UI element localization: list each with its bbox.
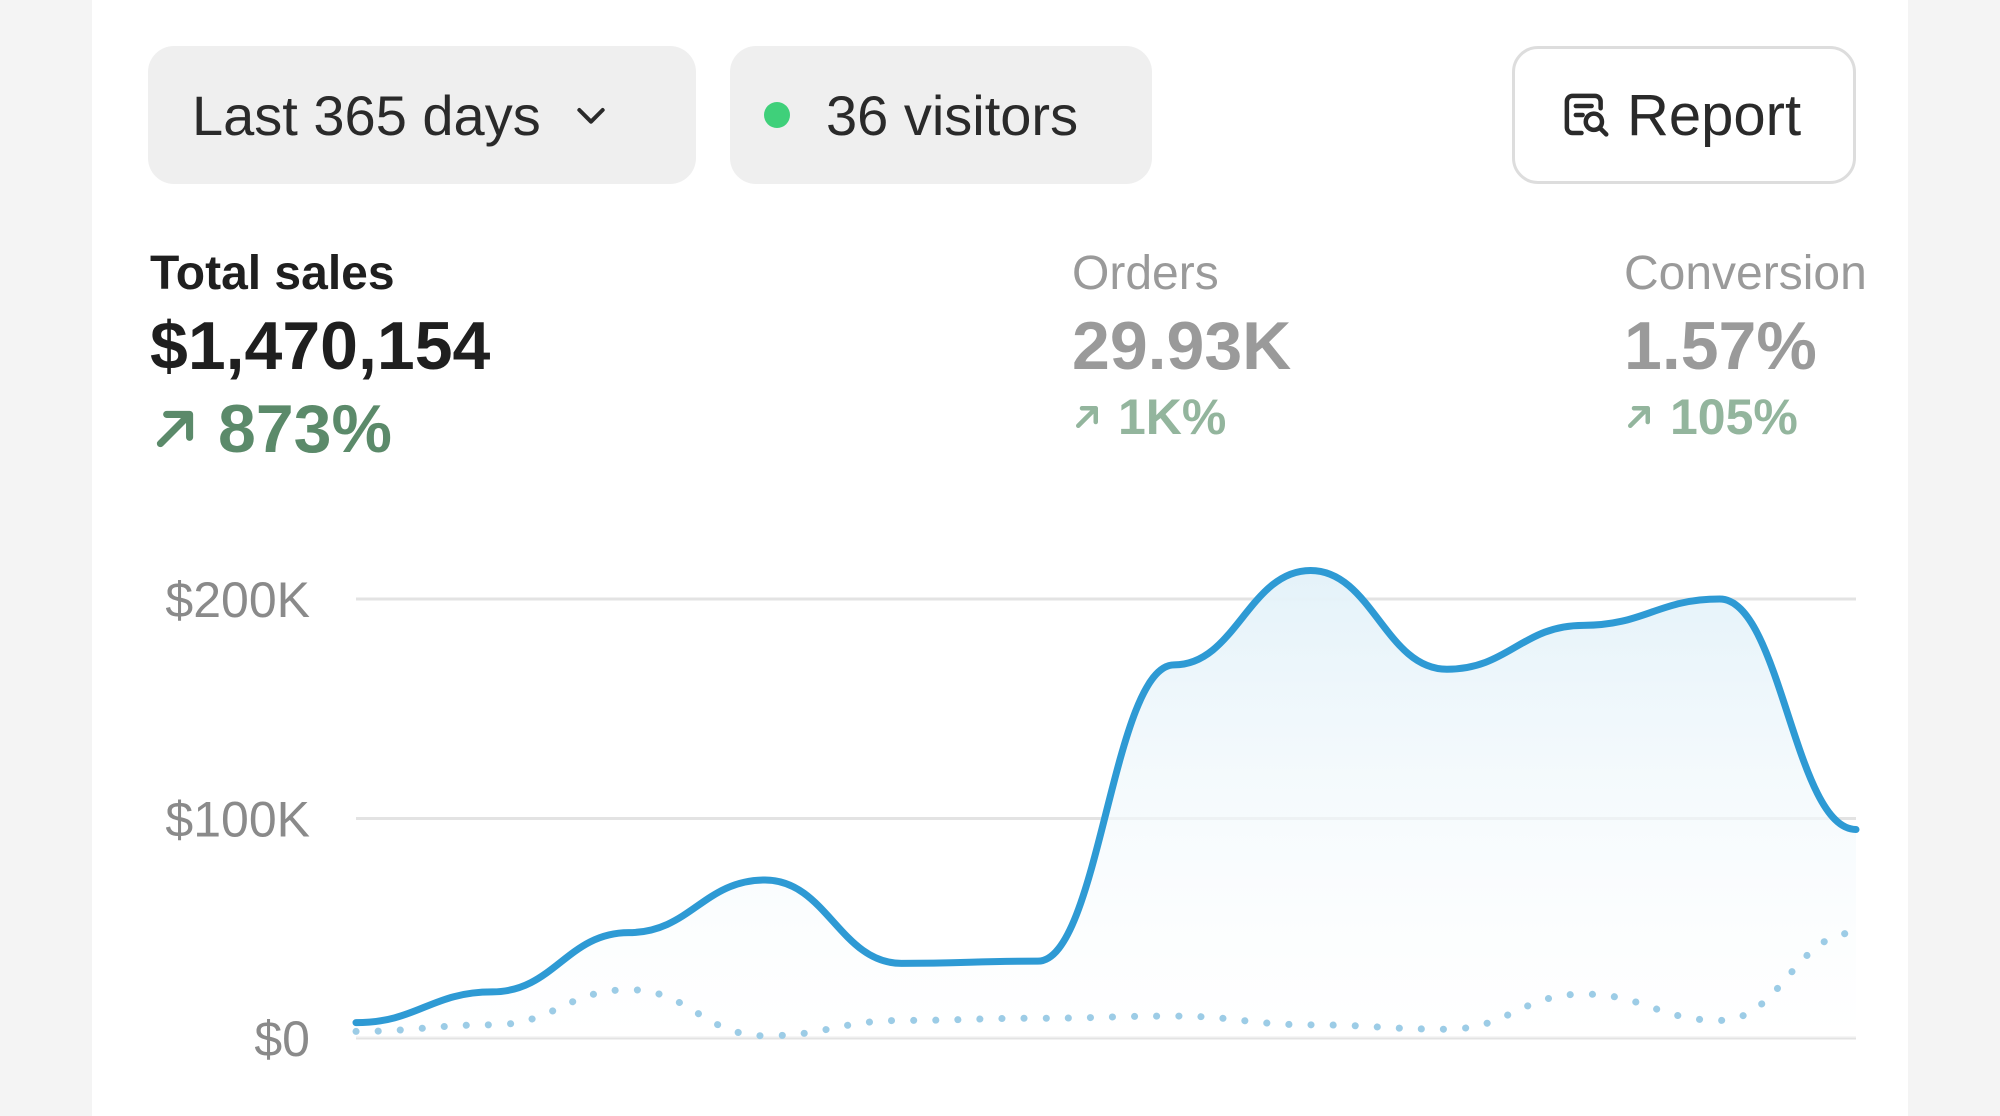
total-sales-value: $1,470,154 bbox=[150, 308, 491, 384]
total-sales-change: 873% bbox=[150, 390, 490, 468]
orders-change: 1K% bbox=[1072, 388, 1291, 446]
y-tick-label: $0 bbox=[254, 1011, 310, 1067]
date-range-label: Last 365 days bbox=[192, 83, 541, 147]
metric-orders[interactable]: Orders 29.93K 1K% bbox=[1072, 244, 1291, 446]
live-visitors-pill[interactable]: 36 visitors bbox=[730, 46, 1152, 184]
visitors-count-label: 36 visitors bbox=[826, 83, 1079, 147]
date-range-dropdown[interactable]: Last 365 days bbox=[148, 46, 696, 184]
conversion-label: Conversion bbox=[1624, 247, 1867, 300]
arrow-up-right-icon bbox=[156, 410, 194, 448]
report-search-icon bbox=[1564, 93, 1609, 137]
current-period-area bbox=[356, 570, 1856, 1038]
orders-value: 29.93K bbox=[1072, 308, 1292, 384]
y-tick-label: $200K bbox=[165, 572, 310, 628]
y-tick-label: $100K bbox=[165, 792, 310, 848]
orders-label: Orders bbox=[1072, 247, 1219, 300]
live-dot-icon bbox=[764, 102, 790, 128]
sales-overview-card: Last 365 days 36 visitors Report Total s… bbox=[92, 0, 1908, 1116]
report-button[interactable]: Report bbox=[1512, 46, 1856, 184]
metric-conversion[interactable]: Conversion 1.57% 105% bbox=[1624, 244, 1867, 446]
metric-total-sales[interactable]: Total sales $1,470,154 873% bbox=[150, 244, 490, 468]
conversion-change: 105% bbox=[1624, 388, 1867, 446]
chevron-down-icon bbox=[577, 108, 605, 124]
arrow-up-right-icon bbox=[1076, 406, 1098, 428]
report-button-label: Report bbox=[1627, 82, 1802, 148]
conversion-value: 1.57% bbox=[1624, 308, 1817, 384]
conversion-change-value: 105% bbox=[1670, 389, 1798, 445]
total-sales-label: Total sales bbox=[150, 247, 395, 300]
orders-change-value: 1K% bbox=[1118, 389, 1227, 445]
comparison-period-line bbox=[352, 929, 1860, 1040]
arrow-up-right-icon bbox=[1628, 406, 1650, 428]
total-sales-change-value: 873% bbox=[218, 391, 392, 467]
current-period-line bbox=[352, 566, 1860, 1027]
sales-chart: $0 $100K $200K bbox=[165, 566, 1860, 1067]
